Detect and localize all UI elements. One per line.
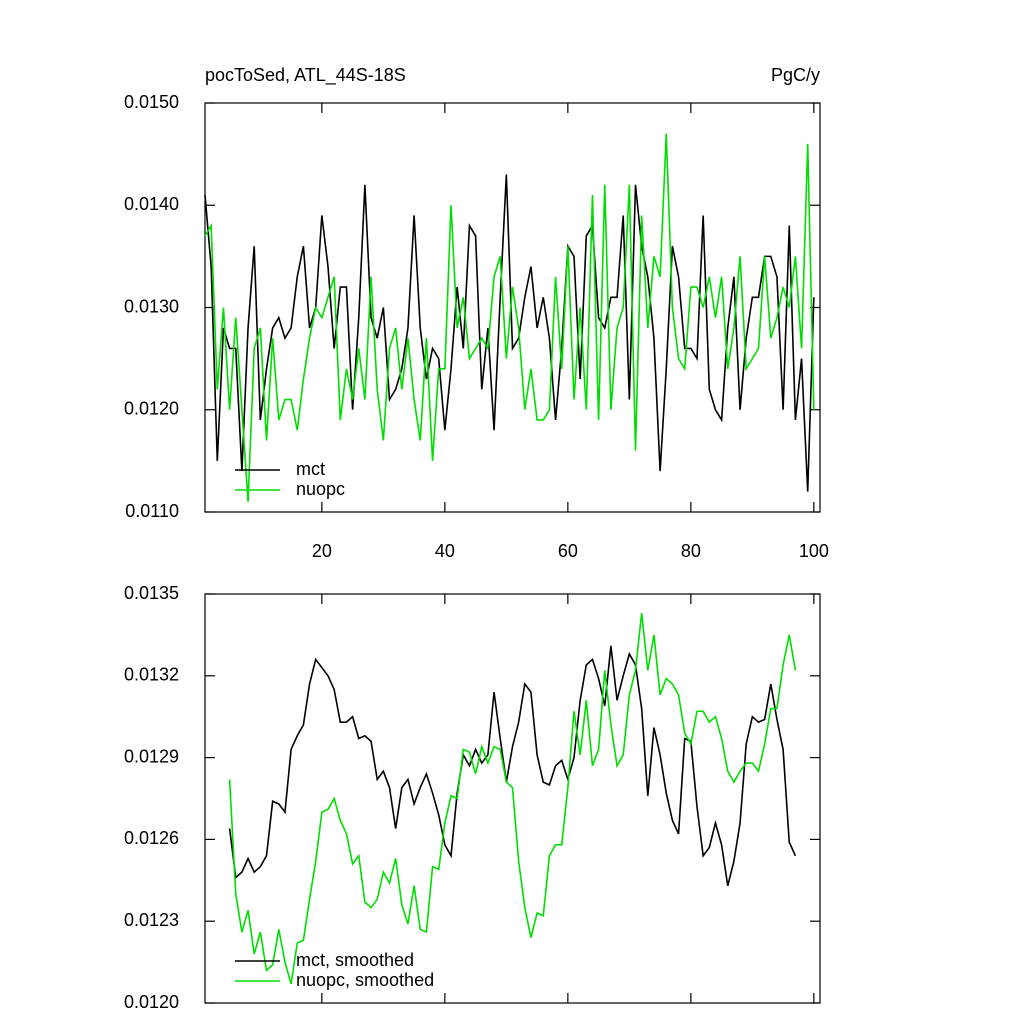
legend-label: nuopc — [296, 479, 345, 499]
chart-title: pocToSed, ATL_44S-18S — [205, 65, 406, 86]
y-tick-label: 0.0123 — [124, 910, 179, 930]
series-line — [204, 174, 815, 492]
legend-label: mct — [296, 459, 325, 479]
series-line — [228, 645, 797, 886]
x-tick-label: 80 — [681, 541, 701, 561]
y-tick-label: 0.0129 — [124, 746, 179, 766]
y-tick-label: 0.0132 — [124, 665, 179, 685]
units-label: PgC/y — [771, 65, 820, 85]
x-tick-label: 20 — [312, 541, 332, 561]
legend-label: nuopc, smoothed — [296, 970, 434, 990]
series-line — [228, 613, 797, 985]
series-line — [204, 133, 815, 502]
y-tick-label: 0.0120 — [124, 992, 179, 1012]
y-tick-label: 0.0126 — [124, 828, 179, 848]
y-tick-label: 0.0135 — [124, 583, 179, 603]
y-tick-label: 0.0140 — [124, 194, 179, 214]
legend-label: mct, smoothed — [296, 950, 414, 970]
x-tick-label: 60 — [558, 541, 578, 561]
y-tick-label: 0.0130 — [124, 296, 179, 316]
y-tick-label: 0.0120 — [124, 399, 179, 419]
x-tick-label: 100 — [799, 541, 829, 561]
y-tick-label: 0.0150 — [124, 92, 179, 112]
x-tick-label: 40 — [435, 541, 455, 561]
y-tick-label: 0.0110 — [125, 501, 179, 521]
plot-frame — [204, 593, 821, 1004]
plot-frame — [204, 102, 821, 513]
